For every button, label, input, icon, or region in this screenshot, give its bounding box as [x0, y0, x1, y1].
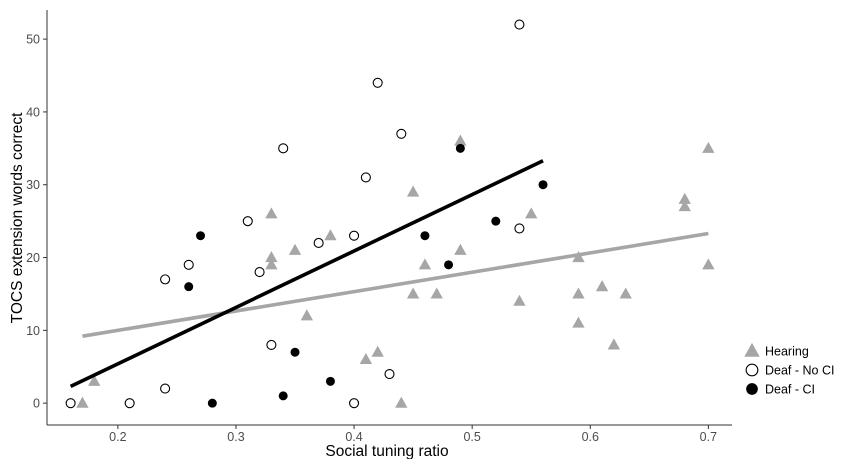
deaf-ci-point [196, 231, 206, 241]
deaf-ci-point [444, 260, 454, 270]
hearing-point [359, 352, 373, 365]
deaf-no-ci-point [514, 223, 525, 234]
hearing-point [572, 287, 585, 299]
hearing-point [513, 294, 526, 306]
legend-deaf-ci-key [746, 383, 758, 395]
y-tick-label: 40 [26, 105, 40, 119]
hearing-point [265, 258, 278, 270]
hearing-point [572, 316, 585, 328]
y-tick-label: 10 [26, 324, 40, 338]
x-tick-label: 0.5 [463, 430, 480, 444]
y-tick-label: 0 [33, 397, 40, 411]
deaf-ci-point [184, 282, 194, 292]
x-tick-label: 0.4 [345, 430, 362, 444]
deaf-no-ci-point [278, 143, 289, 154]
y-tick-label: 20 [26, 251, 40, 265]
hearing-point [702, 258, 715, 270]
deaf-no-ci-point [160, 274, 171, 285]
hearing-point [371, 345, 384, 357]
deaf-no-ci-point [183, 259, 194, 270]
x-axis-title: Social tuning ratio [325, 443, 448, 459]
x-ticks: 0.2 0.3 0.4 0.5 0.6 0.7 [109, 425, 717, 444]
y-tick-label: 30 [26, 178, 40, 192]
hearing-point [300, 309, 314, 321]
legend-deaf-ci-label: Deaf - CI [765, 383, 815, 397]
x-tick-label: 0.7 [700, 430, 717, 444]
hearing-point [430, 287, 443, 299]
deaf-no-ci-point [254, 267, 265, 278]
deaf-ci-trend-line [69, 159, 544, 389]
hearing-point [607, 338, 621, 350]
deaf-no-ci-point [396, 128, 407, 139]
hearing-point [525, 207, 538, 219]
x-tick-label: 0.3 [227, 430, 244, 444]
deaf-no-ci-point [384, 368, 395, 380]
deaf-ci-point [491, 216, 501, 226]
hearing-point [454, 243, 467, 255]
hearing-point [288, 243, 302, 255]
hearing-point [265, 207, 278, 219]
deaf-ci-point [207, 398, 217, 408]
hearing-point [619, 287, 632, 299]
deaf-no-ci-point [349, 230, 360, 241]
deaf-no-ci-point [514, 19, 525, 30]
legend-deaf-no-ci-label: Deaf - No CI [765, 364, 834, 378]
x-tick-label: 0.6 [582, 430, 599, 444]
deaf-no-ci-point [242, 216, 253, 227]
y-axis-title: TOCS extension words correct [9, 112, 26, 323]
hearing-point [406, 287, 420, 299]
legend-deaf-no-ci-key [745, 363, 759, 377]
deaf-no-ci-point [266, 339, 277, 350]
deaf-ci-point [538, 180, 548, 190]
plot-area [65, 19, 715, 409]
deaf-ci-point [455, 143, 465, 153]
deaf-ci-point [325, 376, 335, 386]
deaf-no-ci-point [349, 398, 360, 409]
hearing-point [702, 141, 715, 153]
hearing-point [454, 134, 467, 146]
deaf-no-ci-point [360, 172, 371, 183]
x-tick-label: 0.2 [109, 430, 126, 444]
hearing-point [418, 258, 432, 270]
hearing-point [395, 396, 408, 408]
deaf-ci-point [420, 231, 430, 241]
legend-hearing-key [744, 342, 760, 357]
hearing-point [595, 280, 609, 292]
hearing-point [678, 200, 691, 212]
hearing-point [406, 185, 420, 197]
hearing-point [88, 374, 101, 386]
deaf-no-ci-point [372, 77, 383, 88]
hearing-point [76, 396, 89, 408]
deaf-no-ci-point [65, 398, 76, 409]
hearing-point [324, 229, 337, 241]
legend: Hearing Deaf - No CI Deaf - CI [744, 342, 834, 397]
hearing-trend-line [82, 231, 709, 338]
hearing-point [265, 251, 278, 263]
deaf-ci-point [290, 347, 300, 357]
hearing-point [678, 192, 691, 204]
y-ticks: 0 10 20 30 40 50 [26, 33, 47, 411]
legend-hearing-label: Hearing [765, 345, 809, 359]
deaf-ci-point [278, 391, 288, 401]
y-tick-label: 50 [26, 33, 40, 47]
deaf-no-ci-point [313, 237, 324, 249]
deaf-no-ci-point [124, 398, 135, 409]
deaf-no-ci-point [160, 383, 171, 394]
